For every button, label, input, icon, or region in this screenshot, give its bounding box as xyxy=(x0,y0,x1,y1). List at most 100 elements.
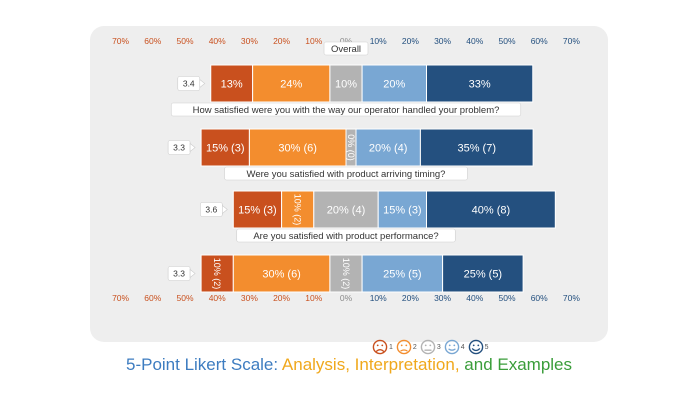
caption: 5-Point Likert Scale: Analysis, Interpre… xyxy=(0,353,698,377)
score-value: 3.3 xyxy=(173,143,185,153)
question-title: Overall xyxy=(331,44,361,55)
legend-item: 1 xyxy=(372,339,395,355)
legend-number: 5 xyxy=(484,343,489,351)
legend-item: 3 xyxy=(420,339,443,355)
question-title-box xyxy=(224,166,468,181)
axis-tick-top: 10% xyxy=(370,36,387,46)
bar-label: 30% (6) xyxy=(262,269,301,281)
axis-tick-bottom: 50% xyxy=(498,293,515,303)
bar-label: 0% (0) xyxy=(346,134,356,161)
bar-segment xyxy=(313,190,379,229)
likert-chart: 70% 60% 50% 40% 30% 20% 10% 0% 10% 20% 30% 40% 50% 60… xyxy=(112,36,580,303)
satisfied-face-icon xyxy=(444,339,460,355)
axis-tick-top: 40% xyxy=(466,36,483,46)
legend-item: 4 xyxy=(444,339,467,355)
axis-tick-bottom: 30% xyxy=(434,293,451,303)
bar-label: 10% (2) xyxy=(293,194,303,226)
bar-segment xyxy=(210,64,254,103)
bar-label: 15% (3) xyxy=(206,143,245,155)
bar-segment xyxy=(200,128,250,167)
legend: 1 2 3 4 5 xyxy=(372,338,492,356)
axis-tick-top: 20% xyxy=(402,36,419,46)
legend-number: 1 xyxy=(389,343,393,351)
axis-tick-top: 60% xyxy=(144,36,161,46)
question-title-box xyxy=(323,41,369,56)
legend-number: 2 xyxy=(412,343,417,351)
bar-segment xyxy=(232,254,331,293)
axis-tick-top: 40% xyxy=(209,36,226,46)
bar-segment xyxy=(426,190,556,229)
axis-tick-top: 60% xyxy=(531,36,548,46)
question-title: Were you satisfied with product arriving… xyxy=(247,169,446,180)
bar-segment xyxy=(232,190,283,229)
score-badge-pointer xyxy=(189,268,196,279)
question-title: How satisfied were you with the way our … xyxy=(193,105,500,116)
very-dissatisfied-face-icon xyxy=(372,339,388,355)
axis-tick-bottom: 20% xyxy=(273,293,290,303)
axis-tick-bottom: 20% xyxy=(402,293,419,303)
score-badge-pointer xyxy=(199,78,206,89)
axis-tick-top: 70% xyxy=(112,36,129,46)
score-value: 3.3 xyxy=(173,269,185,279)
score-badge-pointer xyxy=(222,204,228,215)
bar-label: 15% (3) xyxy=(238,205,277,217)
bar-segment xyxy=(442,254,524,293)
bar-label: 35% (7) xyxy=(457,143,496,155)
legend-item: 2 xyxy=(396,339,419,355)
axis-tick-bottom: 70% xyxy=(112,293,129,303)
bar-label: 10% (2) xyxy=(212,258,222,290)
bar-label: 20% (4) xyxy=(369,143,408,155)
axis-tick-top: 30% xyxy=(241,36,258,46)
bar-segment xyxy=(377,190,428,229)
neutral-face-icon xyxy=(420,339,436,355)
axis-tick-top: 0% xyxy=(340,36,353,46)
caption-part-3: and Examples xyxy=(459,355,573,374)
bar-label: 13% xyxy=(221,79,243,91)
bar-segment xyxy=(248,128,347,167)
bar-segment xyxy=(426,64,534,103)
axis-tick-bottom: 10% xyxy=(305,293,322,303)
bar-segment xyxy=(200,254,234,293)
bar-label: 25% (5) xyxy=(464,269,503,281)
caption-part-2: Analysis, Interpretation, xyxy=(281,355,460,374)
legend-number: 4 xyxy=(460,343,465,351)
bar-segment xyxy=(252,64,331,103)
bar-segment xyxy=(281,190,315,229)
axis-tick-bottom: 50% xyxy=(176,293,193,303)
question-title-box xyxy=(236,228,456,243)
score-badge-pointer xyxy=(189,142,196,153)
bar-label: 30% (6) xyxy=(278,143,317,155)
bar-label: 15% (3) xyxy=(383,205,422,217)
caption-part-1: 5-Point Likert Scale: xyxy=(125,355,282,374)
bar-label: 20% xyxy=(383,79,405,91)
legend-number: 3 xyxy=(436,343,441,351)
bar-segment xyxy=(419,128,534,167)
bar-label: 33% xyxy=(469,79,491,91)
axis-tick-top: 70% xyxy=(563,36,580,46)
axis-tick-bottom: 70% xyxy=(563,293,580,303)
chart-panel: 70% 60% 50% 40% 30% 20% 10% 0% 10% 20% 30% 40% 50% 60… xyxy=(90,26,608,355)
bar-label: 10% xyxy=(335,79,357,91)
axis-tick-bottom: 40% xyxy=(466,293,483,303)
axis-tick-top: 50% xyxy=(498,36,515,46)
bar-label: 40% (8) xyxy=(472,205,511,217)
axis-tick-bottom: 10% xyxy=(370,293,387,303)
very-satisfied-face-icon xyxy=(468,339,483,355)
bar-segment xyxy=(329,64,363,103)
bar-segment xyxy=(329,254,363,293)
axis-tick-top: 10% xyxy=(305,36,322,46)
axis-tick-bottom: 40% xyxy=(209,293,226,303)
bar-segment xyxy=(355,128,421,167)
bar-label: 10% (2) xyxy=(341,258,351,290)
question-title: Are you satisfied with product performan… xyxy=(253,231,438,242)
bar-label: 25% (5) xyxy=(383,269,422,281)
question-title-box xyxy=(170,102,522,117)
bar-label: 20% (4) xyxy=(327,205,366,217)
axis-tick-top: 30% xyxy=(434,36,451,46)
dissatisfied-face-icon xyxy=(396,339,412,355)
axis-tick-bottom: 60% xyxy=(531,293,548,303)
axis-tick-bottom: 60% xyxy=(144,293,161,303)
bar-label: 24% xyxy=(280,79,302,91)
axis-tick-top: 50% xyxy=(176,36,193,46)
axis-tick-bottom: 0% xyxy=(340,293,353,303)
